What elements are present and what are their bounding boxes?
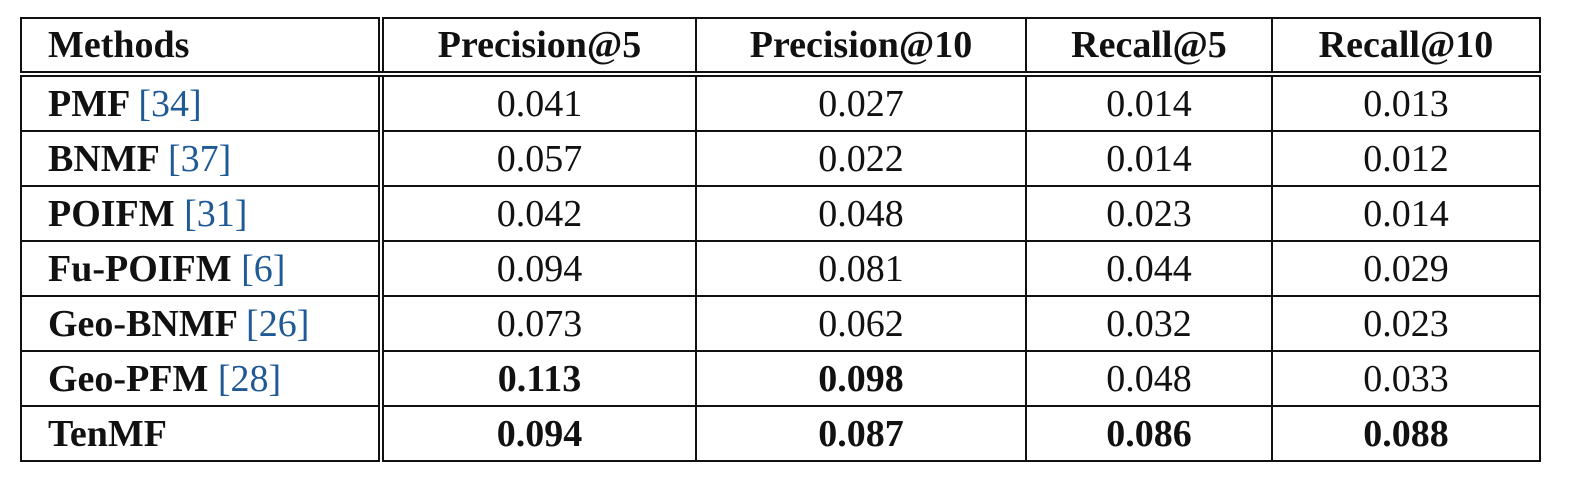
method-name: PMF <box>48 82 129 125</box>
value-text: 0.062 <box>818 302 904 345</box>
value-text: 0.094 <box>496 247 583 290</box>
method-name: Geo-BNMF <box>48 302 237 345</box>
precision-at-5-cell: 0.042 <box>378 186 696 242</box>
value-text: 0.014 <box>1363 192 1449 235</box>
value-text: 0.048 <box>1106 357 1192 400</box>
header-methods: Methods <box>21 18 381 77</box>
recall-at-10-cell: 0.013 <box>1271 74 1540 132</box>
value-text: 0.057 <box>496 137 583 180</box>
value-text: 0.023 <box>1106 192 1192 235</box>
value-text: 0.048 <box>818 192 904 235</box>
recall-at-5-cell: 0.014 <box>1025 74 1272 132</box>
method-name: Geo-PFM <box>48 357 209 400</box>
recall-at-5-cell: 0.032 <box>1025 296 1272 352</box>
value-text: 0.014 <box>1106 82 1192 125</box>
value-text: 0.088 <box>1363 412 1449 455</box>
method-name: POIFM <box>48 192 175 235</box>
method-cell: Fu-POIFM [6] <box>21 241 381 297</box>
recall-at-10-cell: 0.012 <box>1271 131 1540 187</box>
precision-at-5-cell: 0.057 <box>378 131 696 187</box>
header-recall-at-10: Recall@10 <box>1271 18 1540 77</box>
recall-at-5-cell: 0.014 <box>1025 131 1272 187</box>
table-row: Geo-PFM [28] 0.113 0.098 0.048 0.033 <box>21 351 1540 407</box>
method-cell: POIFM [31] <box>21 186 381 242</box>
method-cell: Geo-PFM [28] <box>21 351 381 407</box>
value-text: 0.012 <box>1363 137 1449 180</box>
value-text: 0.094 <box>496 412 583 455</box>
precision-at-10-cell: 0.048 <box>695 186 1026 242</box>
citation-link[interactable]: [31] <box>184 192 248 235</box>
recall-at-10-cell: 0.033 <box>1271 351 1540 407</box>
value-text: 0.014 <box>1106 137 1192 180</box>
table-row: PMF [34] 0.041 0.027 0.014 0.013 <box>21 74 1540 132</box>
citation-link[interactable]: [28] <box>217 357 282 400</box>
citation-link[interactable]: [34] <box>138 82 202 125</box>
precision-at-5-cell: 0.113 <box>378 351 696 407</box>
value-text: 0.044 <box>1106 247 1192 290</box>
results-table-container: Methods Precision@5 Precision@10 Recall@… <box>20 17 1541 462</box>
value-text: 0.022 <box>818 137 904 180</box>
value-text: 0.086 <box>1106 412 1192 455</box>
table-row: Fu-POIFM [6] 0.094 0.081 0.044 0.029 <box>21 241 1540 297</box>
precision-at-5-cell: 0.073 <box>378 296 696 352</box>
precision-at-10-cell: 0.087 <box>695 406 1026 461</box>
value-text: 0.073 <box>496 302 583 345</box>
precision-at-10-cell: 0.062 <box>695 296 1026 352</box>
method-cell: PMF [34] <box>21 74 381 132</box>
table-row: POIFM [31] 0.042 0.048 0.023 0.014 <box>21 186 1540 242</box>
header-precision-at-5: Precision@5 <box>378 18 696 77</box>
citation-link[interactable]: [6] <box>241 247 286 290</box>
value-text: 0.027 <box>818 82 904 125</box>
header-row: Methods Precision@5 Precision@10 Recall@… <box>21 18 1540 77</box>
method-cell: TenMF <box>21 406 381 461</box>
value-text: 0.087 <box>818 412 904 455</box>
value-text: 0.041 <box>496 82 583 125</box>
precision-at-10-cell: 0.098 <box>695 351 1026 407</box>
method-name: Fu-POIFM <box>48 247 232 290</box>
precision-at-5-cell: 0.041 <box>378 74 696 132</box>
value-text: 0.113 <box>497 357 582 400</box>
recall-at-10-cell: 0.029 <box>1271 241 1540 297</box>
value-text: 0.033 <box>1363 357 1449 400</box>
precision-at-10-cell: 0.027 <box>695 74 1026 132</box>
precision-at-10-cell: 0.081 <box>695 241 1026 297</box>
value-text: 0.013 <box>1363 82 1449 125</box>
results-table: Methods Precision@5 Precision@10 Recall@… <box>20 17 1541 462</box>
recall-at-10-cell: 0.023 <box>1271 296 1540 352</box>
precision-at-5-cell: 0.094 <box>378 406 696 461</box>
citation-link[interactable]: [26] <box>246 302 310 345</box>
value-text: 0.042 <box>496 192 583 235</box>
header-precision-at-10: Precision@10 <box>695 18 1026 77</box>
recall-at-5-cell: 0.048 <box>1025 351 1272 407</box>
precision-at-5-cell: 0.094 <box>378 241 696 297</box>
value-text: 0.029 <box>1363 247 1449 290</box>
recall-at-5-cell: 0.086 <box>1025 406 1272 461</box>
method-name: BNMF <box>48 137 159 180</box>
method-name: TenMF <box>48 412 167 455</box>
recall-at-10-cell: 0.014 <box>1271 186 1540 242</box>
value-text: 0.023 <box>1363 302 1449 345</box>
table-row: BNMF [37] 0.057 0.022 0.014 0.012 <box>21 131 1540 187</box>
table-row: Geo-BNMF [26] 0.073 0.062 0.032 0.023 <box>21 296 1540 352</box>
recall-at-5-cell: 0.044 <box>1025 241 1272 297</box>
value-text: 0.032 <box>1106 302 1192 345</box>
citation-link[interactable]: [37] <box>167 137 232 180</box>
table-row: TenMF 0.094 0.087 0.086 0.088 <box>21 406 1540 461</box>
value-text: 0.098 <box>818 357 904 400</box>
method-cell: BNMF [37] <box>21 131 381 187</box>
recall-at-5-cell: 0.023 <box>1025 186 1272 242</box>
value-text: 0.081 <box>818 247 904 290</box>
header-recall-at-5: Recall@5 <box>1025 18 1272 77</box>
recall-at-10-cell: 0.088 <box>1271 406 1540 461</box>
precision-at-10-cell: 0.022 <box>695 131 1026 187</box>
method-cell: Geo-BNMF [26] <box>21 296 381 352</box>
